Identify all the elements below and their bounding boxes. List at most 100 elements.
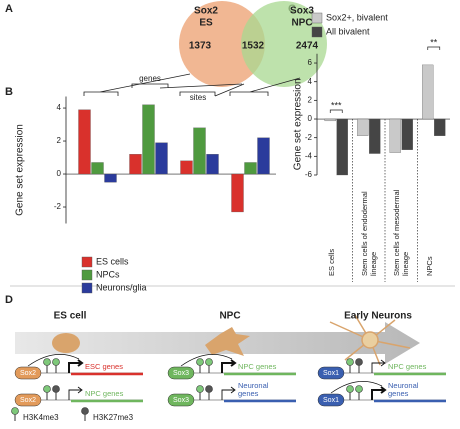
venn-circle (241, 1, 327, 87)
factor-pill (317, 366, 345, 380)
histone-mark (196, 358, 204, 366)
histone-mark (43, 358, 51, 366)
connectors (83, 73, 301, 97)
factor-label: Sox2 (20, 397, 36, 404)
histone-mark (43, 385, 51, 393)
x-tick-label: Stem cells of mesodermal lineage (392, 189, 411, 276)
bar (257, 137, 270, 175)
gene-label: genes (388, 389, 409, 398)
venn-count: 1532 (242, 41, 265, 52)
bar (324, 118, 336, 122)
promoter-arrow (68, 386, 83, 400)
bar (142, 104, 155, 175)
x-tick-label: Stem cells of endodermal lineage (359, 191, 378, 276)
venn-count: 1373 (189, 41, 212, 52)
panel-letter: B (5, 86, 13, 98)
factor-label: Sox3 (173, 370, 189, 377)
factor-label: Sox2 (20, 370, 36, 377)
bar (422, 64, 434, 120)
stage-label: Early Neurons (344, 311, 412, 322)
bar (244, 162, 257, 175)
histone-mark (355, 385, 363, 393)
annotation: genes (139, 74, 161, 83)
gene-label: Neuronal (238, 381, 269, 390)
legend-label: ES cells (96, 256, 129, 266)
y-tick-label: 4 (308, 77, 313, 86)
y-tick-label: 2 (57, 136, 62, 145)
factor-pill (317, 393, 345, 407)
venn-circle (179, 1, 265, 87)
legend-label: H3K27me3 (93, 413, 134, 422)
annotation: sites (190, 93, 206, 102)
legend-label: Neurons/glia (96, 282, 147, 292)
factor-label: Sox1 (323, 397, 339, 404)
factor-label: Sox3 (173, 397, 189, 404)
legend-swatch (311, 26, 323, 38)
y-tick-label: -6 (305, 170, 313, 179)
promoter-arrow (68, 359, 84, 373)
x-tick-label: ES cells (327, 248, 337, 276)
annotation: *** (331, 100, 342, 110)
bar (193, 127, 206, 175)
bar (389, 118, 401, 153)
stage-label: ES cell (54, 311, 87, 322)
venn-label: NPC (291, 18, 312, 29)
factor-label: Sox1 (323, 370, 339, 377)
promoter-arrow (221, 359, 237, 373)
legend-label: All bivalent (326, 26, 370, 36)
promoter-arrow (371, 359, 386, 373)
y-tick-label: 0 (57, 169, 62, 178)
promoter-arrow (371, 386, 387, 400)
factor-pill (14, 366, 42, 380)
histone-mark (196, 385, 204, 393)
y-tick-label: 0 (308, 114, 313, 123)
y-tick-label: 2 (308, 95, 313, 104)
bar (401, 118, 413, 150)
y-tick-label: 4 (57, 103, 62, 112)
histone-legend (11, 407, 89, 421)
factor-pill (167, 393, 195, 407)
factor-pill (167, 366, 195, 380)
histone-mark (52, 385, 60, 393)
bar (180, 160, 193, 175)
x-tick-label: NPCs (424, 256, 434, 276)
bar (206, 154, 219, 175)
bar (369, 118, 381, 154)
bar (357, 118, 369, 136)
histone-mark (346, 358, 354, 366)
sig-bracket (329, 109, 343, 113)
annotation: ** (430, 37, 438, 47)
gene-label: Neuronal (388, 381, 419, 390)
neuron-cell (329, 314, 411, 366)
gene-label: NPC genes (388, 362, 427, 371)
binding-arrow (180, 354, 233, 367)
venn-label: Sox2 (194, 6, 218, 17)
histone-mark (205, 358, 213, 366)
y-axis-label: Gene set expression (293, 78, 304, 170)
y-tick-label: -2 (54, 202, 62, 211)
bar (231, 173, 244, 213)
bar (104, 173, 117, 183)
legend-label: NPCs (96, 269, 120, 279)
venn-count: 2474 (296, 41, 319, 52)
npc-cell (205, 327, 250, 356)
histone-mark (52, 358, 60, 366)
legend-swatch (81, 269, 93, 281)
bar (434, 118, 446, 136)
gene-label: ESC genes (85, 362, 123, 371)
histone-mark (346, 385, 354, 393)
panel-letter: A (5, 3, 13, 15)
promoter-arrow (221, 386, 236, 400)
sig-bracket (427, 46, 441, 50)
bar (129, 154, 142, 175)
legend-swatch (311, 12, 323, 24)
factor-pill (14, 393, 42, 407)
legend-label: H3K4me3 (23, 413, 59, 422)
bar (78, 109, 91, 175)
venn-label: Sox3 (290, 6, 314, 17)
histone-mark (205, 385, 213, 393)
histone-mark (355, 358, 363, 366)
legend-swatch (81, 256, 93, 268)
